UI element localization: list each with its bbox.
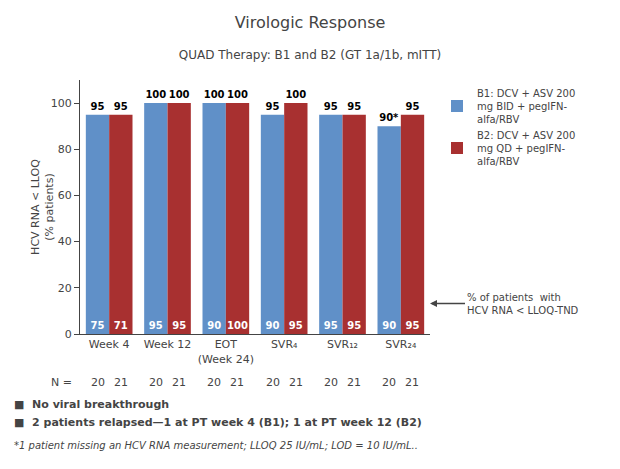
svg-text:21: 21 (405, 376, 419, 389)
svg-text:20: 20 (207, 376, 221, 389)
svg-text:90: 90 (266, 320, 280, 331)
svg-text:Virologic Response: Virologic Response (235, 13, 386, 32)
svg-text:EOT(Week 24): EOT(Week 24) (198, 338, 254, 365)
svg-text:71: 71 (114, 320, 128, 331)
svg-text:90: 90 (382, 320, 396, 331)
svg-text:95: 95 (149, 320, 163, 331)
svg-text:100: 100 (227, 320, 248, 331)
svg-text:SVR₂₄: SVR₂₄ (385, 338, 417, 351)
svg-text:20: 20 (58, 282, 72, 295)
svg-text:SVR₄: SVR₄ (271, 338, 298, 351)
svg-text:Week 12: Week 12 (144, 338, 192, 351)
svg-text:100: 100 (145, 89, 166, 100)
svg-text:95: 95 (347, 101, 361, 112)
svg-text:95: 95 (91, 101, 105, 112)
svg-text:B1: DCV + ASV 200mg BID + pegI: B1: DCV + ASV 200mg BID + pegIFN-alfa/RB… (477, 88, 575, 125)
svg-text:100: 100 (169, 89, 190, 100)
svg-text:■ 2 patients relapsed—1 at PT: ■ 2 patients relapsed—1 at PT week 4 (B1… (14, 416, 422, 429)
svg-text:95: 95 (289, 320, 303, 331)
svg-text:20: 20 (382, 376, 396, 389)
svg-text:95: 95 (324, 101, 338, 112)
svg-text:60: 60 (58, 189, 72, 202)
svg-text:% of patients withHCV RNA < L: % of patients withHCV RNA < LLOQ-TND (467, 292, 579, 316)
svg-text:21: 21 (347, 376, 361, 389)
svg-text:80: 80 (58, 143, 72, 156)
svg-text:21: 21 (172, 376, 186, 389)
svg-text:100: 100 (227, 89, 248, 100)
svg-text:95: 95 (324, 320, 338, 331)
svg-text:100: 100 (204, 89, 225, 100)
svg-text:100: 100 (51, 97, 72, 110)
svg-text:21: 21 (289, 376, 303, 389)
svg-text:40: 40 (58, 235, 72, 248)
svg-text:SVR₁₂: SVR₁₂ (327, 338, 358, 351)
svg-text:75: 75 (91, 320, 105, 331)
svg-text:N =: N = (51, 376, 72, 389)
svg-text:20: 20 (149, 376, 163, 389)
svg-text:QUAD Therapy: B1 and B2 (GT 1a: QUAD Therapy: B1 and B2 (GT 1a/1b, mITT) (179, 48, 442, 62)
svg-text:95: 95 (114, 101, 128, 112)
svg-text:95: 95 (172, 320, 186, 331)
svg-text:21: 21 (114, 376, 128, 389)
svg-text:95: 95 (266, 101, 280, 112)
svg-text:20: 20 (91, 376, 105, 389)
svg-text:0: 0 (65, 328, 72, 341)
svg-text:90: 90 (207, 320, 221, 331)
svg-text:100: 100 (285, 89, 306, 100)
svg-text:20: 20 (324, 376, 338, 389)
svg-text:Week 4: Week 4 (89, 338, 130, 351)
svg-text:20: 20 (266, 376, 280, 389)
svg-text:21: 21 (230, 376, 244, 389)
svg-text:95: 95 (406, 320, 420, 331)
svg-text:HCV RNA < LLOQ(% patients): HCV RNA < LLOQ(% patients) (29, 159, 56, 255)
svg-text:95: 95 (406, 101, 420, 112)
svg-text:90*: 90* (379, 112, 399, 123)
svg-text:B2: DCV + ASV 200mg QD + pegIF: B2: DCV + ASV 200mg QD + pegIFN-alfa/RBV (477, 130, 575, 167)
svg-text:95: 95 (347, 320, 361, 331)
svg-text:■ No viral breakthrough: ■ No viral breakthrough (14, 398, 169, 411)
svg-text:*1 patient missing an HCV RNA: *1 patient missing an HCV RNA measuremen… (14, 440, 418, 451)
